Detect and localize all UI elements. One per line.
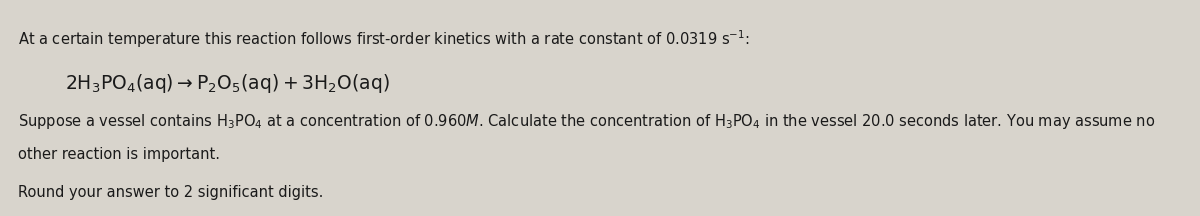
Text: other reaction is important.: other reaction is important.: [18, 147, 220, 162]
Text: $\mathregular{2H_3PO_4(aq) \rightarrow P_2O_5(aq) + 3H_2O(aq)}$: $\mathregular{2H_3PO_4(aq) \rightarrow P…: [65, 72, 390, 95]
Text: Round your answer to 2 significant digits.: Round your answer to 2 significant digit…: [18, 185, 323, 200]
Text: Suppose a vessel contains $\mathregular{H_3PO_4}$ at a concentration of 0.960$\m: Suppose a vessel contains $\mathregular{…: [18, 112, 1156, 131]
Text: At a certain temperature this reaction follows first-order kinetics with a rate : At a certain temperature this reaction f…: [18, 28, 750, 50]
